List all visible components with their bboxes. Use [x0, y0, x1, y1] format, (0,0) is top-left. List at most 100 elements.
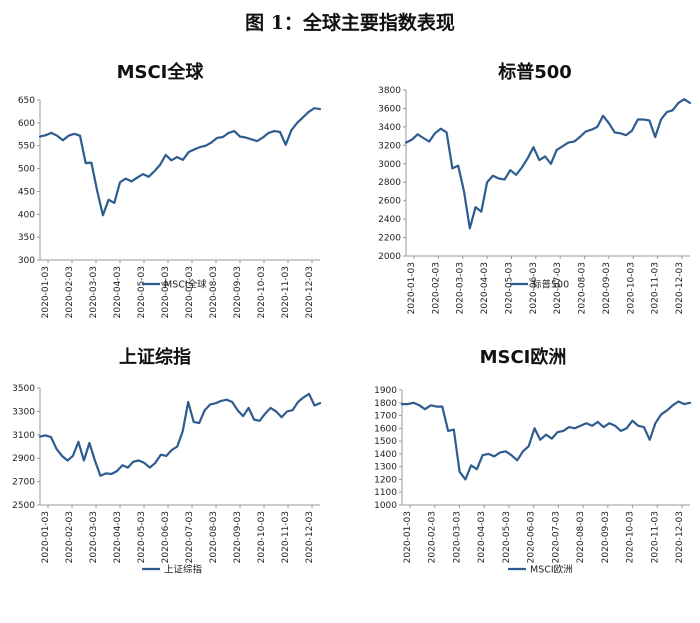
y-tick-label: 1500: [374, 437, 397, 447]
y-tick-label: 1100: [374, 488, 397, 498]
x-tick-label: 2020-04-03: [477, 511, 487, 563]
x-tick-label: 2020-02-03: [428, 511, 438, 563]
x-tick-label: 2020-10-03: [257, 266, 267, 318]
x-tick-label: 2020-09-03: [233, 511, 243, 563]
chart-svg: MSCI欧洲 1000 1100 1200 1300 1400 1500 1600 1700 18…: [374, 346, 692, 576]
y-tick-label: 600: [18, 119, 35, 129]
x-tick-label: 2020-12-03: [305, 511, 315, 563]
y-tick-label: 2800: [378, 178, 401, 188]
x-tick-label: 2020-07-03: [551, 511, 561, 563]
x-tick-label: 2020-04-03: [113, 266, 123, 318]
y-tick-label: 2500: [12, 501, 35, 511]
y-tick-label: 1700: [374, 412, 397, 422]
x-tick-label: 2020-02-03: [65, 511, 75, 563]
y-tick-label: 1600: [374, 424, 397, 434]
y-tick-label: 3200: [378, 141, 401, 151]
x-tick-label: 2020-08-03: [576, 511, 586, 563]
y-tick-label: 300: [18, 256, 35, 266]
x-tick-label: 2020-12-03: [675, 262, 685, 314]
y-tick-label: 350: [18, 233, 35, 243]
legend-label: MSCI欧洲: [530, 564, 573, 576]
chart-svg: 标普500 2000 2200 2400 2600 2800 3000 3200 3400 360…: [378, 61, 692, 314]
chart-panel-msci-world: MSCI全球 300 350 400 450 500 550 600 650 2020-01-03…: [0, 50, 350, 338]
y-tick-label: 2000: [378, 252, 401, 262]
y-tick-label: 1800: [374, 399, 397, 409]
y-tick-label: 3400: [378, 123, 401, 133]
legend-label: 上证综指: [164, 564, 203, 576]
chart-title: 标普500: [497, 61, 572, 83]
chart-title: MSCI欧洲: [480, 346, 567, 368]
x-tick-label: 2020-11-03: [281, 266, 291, 318]
x-tick-label: 2020-10-03: [626, 262, 636, 314]
x-tick-label: 2020-05-03: [502, 511, 512, 563]
chart-panel-shanghai-composite: 上证综指 2500 2700 2900 3100 3300 3500 2020-01-03 20…: [0, 335, 350, 623]
x-tick-label: 2020-09-03: [601, 511, 611, 563]
y-tick-label: 500: [18, 165, 35, 175]
x-tick-label: 2020-06-03: [161, 511, 171, 563]
x-tick-label: 2020-06-03: [527, 511, 537, 563]
x-tick-label: 2020-08-03: [209, 511, 219, 563]
x-tick-label: 2020-07-03: [185, 266, 195, 318]
x-tick-label: 2020-01-03: [41, 266, 51, 318]
x-tick-label: 2020-07-03: [553, 262, 563, 314]
x-tick-label: 2020-05-03: [137, 511, 147, 563]
series-line: [400, 400, 692, 481]
x-tick-label: 2020-03-03: [89, 266, 99, 318]
x-tick-label: 2020-11-03: [651, 262, 661, 314]
x-tick-label: 2020-03-03: [456, 262, 466, 314]
x-tick-label: 2020-08-03: [578, 262, 588, 314]
y-tick-label: 1300: [374, 463, 397, 473]
x-tick-label: 2020-04-03: [480, 262, 490, 314]
chart-svg: MSCI全球 300 350 400 450 500 550 600 650 2020-01-03…: [18, 61, 322, 318]
chart-title: 上证综指: [119, 346, 191, 368]
y-tick-label: 2600: [378, 197, 401, 207]
y-tick-label: 550: [18, 142, 35, 152]
y-tick-label: 3300: [12, 407, 35, 417]
y-tick-label: 400: [18, 210, 35, 220]
x-tick-label: 2020-10-03: [257, 511, 267, 563]
chart-panel-sp500: 标普500 2000 2200 2400 2600 2800 3000 3200 3400 360…: [350, 50, 700, 338]
y-tick-label: 3800: [378, 86, 401, 96]
x-tick-label: 2020-09-03: [233, 266, 243, 318]
x-tick-label: 2020-07-03: [185, 511, 195, 563]
y-tick-label: 2400: [378, 215, 401, 225]
x-tick-label: 2020-11-03: [650, 511, 660, 563]
chart-panel-msci-europe: MSCI欧洲 1000 1100 1200 1300 1400 1500 1600 1700 18…: [350, 335, 700, 623]
x-tick-label: 2020-01-03: [41, 511, 51, 563]
y-tick-label: 650: [18, 96, 35, 106]
x-tick-label: 2020-11-03: [281, 511, 291, 563]
y-tick-label: 1400: [374, 450, 397, 460]
series-line: [38, 107, 322, 217]
y-tick-label: 450: [18, 187, 35, 197]
x-tick-label: 2020-08-03: [209, 266, 219, 318]
y-tick-label: 3600: [378, 104, 401, 114]
y-tick-label: 2200: [378, 234, 401, 244]
y-tick-label: 3000: [378, 160, 401, 170]
x-tick-label: 2020-01-03: [407, 262, 417, 314]
y-tick-label: 1900: [374, 386, 397, 396]
x-tick-label: 2020-02-03: [65, 266, 75, 318]
x-tick-label: 2020-12-03: [305, 266, 315, 318]
x-tick-label: 2020-06-03: [161, 266, 171, 318]
chart-title: MSCI全球: [117, 61, 205, 83]
y-tick-label: 1000: [374, 501, 397, 511]
y-tick-label: 1200: [374, 475, 397, 485]
x-tick-label: 2020-01-03: [403, 511, 413, 563]
chart-svg: 上证综指 2500 2700 2900 3100 3300 3500 2020-01-03 20…: [12, 346, 322, 576]
legend-label: MSCI全球: [164, 279, 207, 291]
legend-label: 标普500: [532, 279, 569, 291]
x-tick-label: 2020-04-03: [113, 511, 123, 563]
x-tick-label: 2020-12-03: [675, 511, 685, 563]
y-tick-label: 2700: [12, 478, 35, 488]
x-tick-label: 2020-03-03: [89, 511, 99, 563]
series-line: [38, 392, 322, 477]
x-tick-label: 2020-10-03: [626, 511, 636, 563]
series-line: [404, 98, 692, 230]
x-tick-label: 2020-05-03: [137, 266, 147, 318]
x-tick-label: 2020-02-03: [431, 262, 441, 314]
x-tick-label: 2020-05-03: [504, 262, 514, 314]
y-tick-label: 2900: [12, 454, 35, 464]
x-tick-label: 2020-03-03: [452, 511, 462, 563]
figure-title: 图 1：全球主要指数表现: [245, 12, 455, 34]
y-tick-label: 3500: [12, 384, 35, 394]
